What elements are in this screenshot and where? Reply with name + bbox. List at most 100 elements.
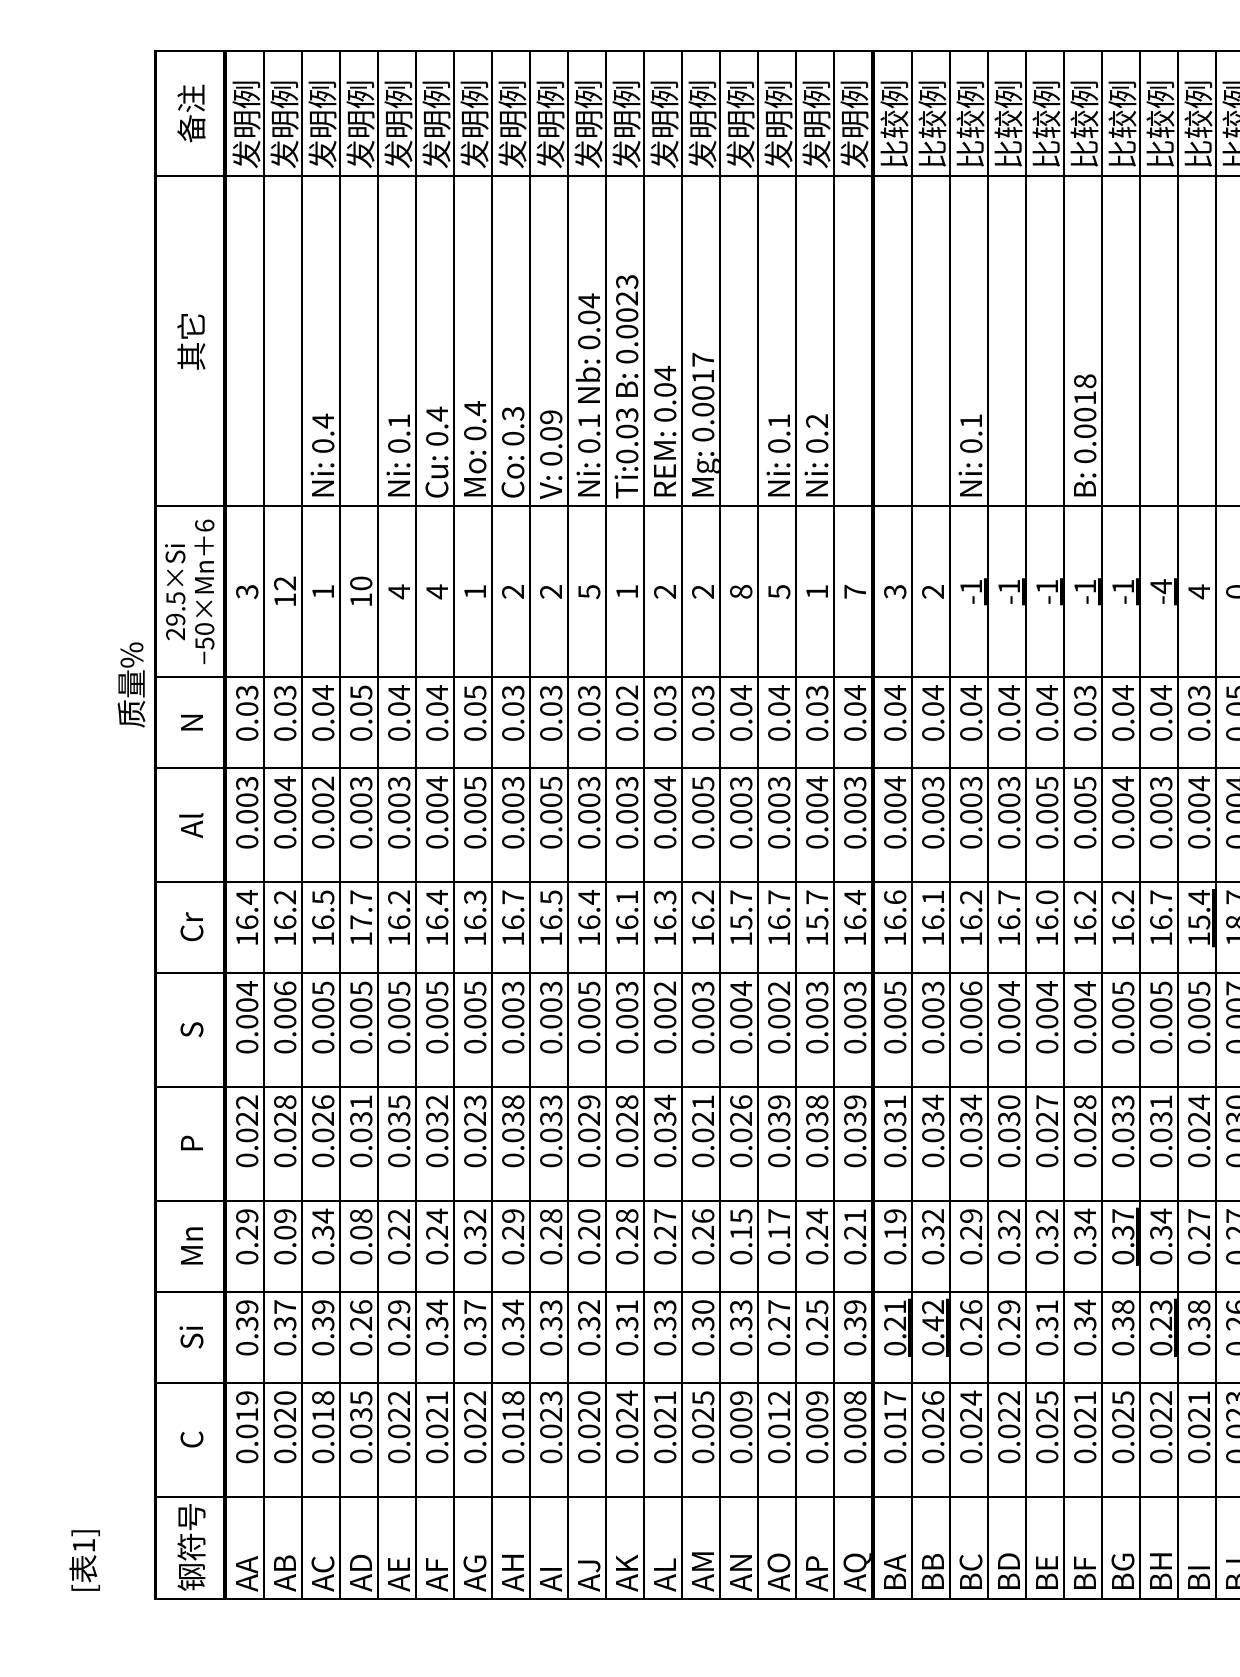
cell-s: 0.002 — [758, 973, 796, 1087]
cell-mn: 0.17 — [758, 1201, 796, 1292]
cell-si: 0.39 — [834, 1292, 873, 1383]
cell-mn: 0.26 — [682, 1201, 720, 1292]
cell-other — [1140, 176, 1178, 506]
cell-s: 0.005 — [1178, 973, 1216, 1087]
cell-note: 比较例 — [1178, 51, 1216, 176]
col-formula: 29.5×Si −50×Mn＋6 — [156, 506, 226, 677]
cell-cr: 16.5 — [302, 882, 340, 973]
cell-n: 0.04 — [758, 677, 796, 768]
cell-other — [225, 176, 264, 506]
cell-s: 0.003 — [912, 973, 950, 1087]
cell-cr: 16.7 — [492, 882, 530, 973]
cell-other — [1178, 176, 1216, 506]
cell-p: 0.034 — [912, 1087, 950, 1201]
cell-c: 0.022 — [1140, 1383, 1178, 1497]
cell-al: 0.003 — [1140, 768, 1178, 882]
cell-n: 0.04 — [302, 677, 340, 768]
cell-cr: 16.7 — [1140, 882, 1178, 973]
cell-id: AG — [454, 1497, 492, 1599]
table-row: AO0.0120.270.170.0390.00216.70.0030.045N… — [758, 51, 796, 1599]
cell-si: 0.38 — [1102, 1292, 1140, 1383]
cell-c: 0.012 — [758, 1383, 796, 1497]
cell-other — [988, 176, 1026, 506]
cell-al: 0.003 — [225, 768, 264, 882]
cell-n: 0.04 — [720, 677, 758, 768]
cell-id: AO — [758, 1497, 796, 1599]
col-id: 钢符号 — [156, 1497, 226, 1599]
cell-c: 0.024 — [606, 1383, 644, 1497]
cell-c: 0.018 — [302, 1383, 340, 1497]
cell-p: 0.038 — [796, 1087, 834, 1201]
cell-si: 0.33 — [530, 1292, 568, 1383]
cell-s: 0.005 — [1102, 973, 1140, 1087]
cell-n: 0.04 — [834, 677, 873, 768]
cell-note: 比较例 — [1064, 51, 1102, 176]
col-note: 备注 — [156, 51, 226, 176]
cell-c: 0.021 — [644, 1383, 682, 1497]
cell-al: 0.004 — [1216, 768, 1240, 882]
cell-p: 0.026 — [720, 1087, 758, 1201]
cell-al: 0.003 — [834, 768, 873, 882]
cell-formula: 12 — [264, 506, 302, 677]
cell-id: BE — [1026, 1497, 1064, 1599]
cell-formula: 2 — [912, 506, 950, 677]
cell-note: 发明例 — [606, 51, 644, 176]
cell-p: 0.031 — [1140, 1087, 1178, 1201]
cell-formula: 7 — [834, 506, 873, 677]
cell-id: AE — [378, 1497, 416, 1599]
cell-p: 0.028 — [606, 1087, 644, 1201]
table-row: BB0.0260.420.320.0340.00316.10.0030.042比… — [912, 51, 950, 1599]
cell-p: 0.034 — [644, 1087, 682, 1201]
cell-s: 0.005 — [454, 973, 492, 1087]
cell-p: 0.030 — [988, 1087, 1026, 1201]
cell-cr: 16.7 — [758, 882, 796, 973]
cell-p: 0.023 — [454, 1087, 492, 1201]
cell-other: V: 0.09 — [530, 176, 568, 506]
cell-si: 0.37 — [264, 1292, 302, 1383]
mass-percent-label: 质量% — [108, 50, 152, 1600]
cell-c: 0.008 — [834, 1383, 873, 1497]
cell-cr: 15.7 — [720, 882, 758, 973]
cell-other: B: 0.0018 — [1064, 176, 1102, 506]
cell-mn: 0.29 — [950, 1201, 988, 1292]
cell-id: AH — [492, 1497, 530, 1599]
cell-cr: 16.2 — [1102, 882, 1140, 973]
table-row: AJ0.0200.320.200.0290.00516.40.0030.035N… — [568, 51, 606, 1599]
table-row: BD0.0220.290.320.0300.00416.70.0030.04-1… — [988, 51, 1026, 1599]
cell-other: REM: 0.04 — [644, 176, 682, 506]
cell-n: 0.03 — [568, 677, 606, 768]
cell-c: 0.019 — [225, 1383, 264, 1497]
cell-cr: 16.6 — [873, 882, 912, 973]
cell-al: 0.004 — [416, 768, 454, 882]
cell-id: AI — [530, 1497, 568, 1599]
table-row: AN0.0090.330.150.0260.00415.70.0030.048发… — [720, 51, 758, 1599]
cell-si: 0.26 — [340, 1292, 378, 1383]
cell-p: 0.029 — [568, 1087, 606, 1201]
cell-al: 0.005 — [454, 768, 492, 882]
cell-n: 0.04 — [416, 677, 454, 768]
cell-c: 0.023 — [1216, 1383, 1240, 1497]
cell-al: 0.004 — [1102, 768, 1140, 882]
cell-note: 发明例 — [644, 51, 682, 176]
cell-p: 0.038 — [492, 1087, 530, 1201]
cell-mn: 0.27 — [644, 1201, 682, 1292]
cell-si: 0.33 — [644, 1292, 682, 1383]
cell-n: 0.03 — [264, 677, 302, 768]
cell-id: BI — [1178, 1497, 1216, 1599]
cell-cr: 16.4 — [568, 882, 606, 973]
cell-formula: 1 — [302, 506, 340, 677]
cell-id: AB — [264, 1497, 302, 1599]
cell-other: Cu: 0.4 — [416, 176, 454, 506]
table-row: AF0.0210.340.240.0320.00516.40.0040.044C… — [416, 51, 454, 1599]
cell-c: 0.018 — [492, 1383, 530, 1497]
cell-p: 0.028 — [1064, 1087, 1102, 1201]
cell-s: 0.004 — [988, 973, 1026, 1087]
cell-id: AA — [225, 1497, 264, 1599]
cell-n: 0.03 — [1178, 677, 1216, 768]
table-body: AA0.0190.390.290.0220.00416.40.0030.033发… — [225, 51, 1240, 1599]
cell-si: 0.29 — [988, 1292, 1026, 1383]
cell-n: 0.03 — [530, 677, 568, 768]
cell-c: 0.021 — [416, 1383, 454, 1497]
cell-cr: 15.4 — [1178, 882, 1216, 973]
cell-n: 0.03 — [225, 677, 264, 768]
